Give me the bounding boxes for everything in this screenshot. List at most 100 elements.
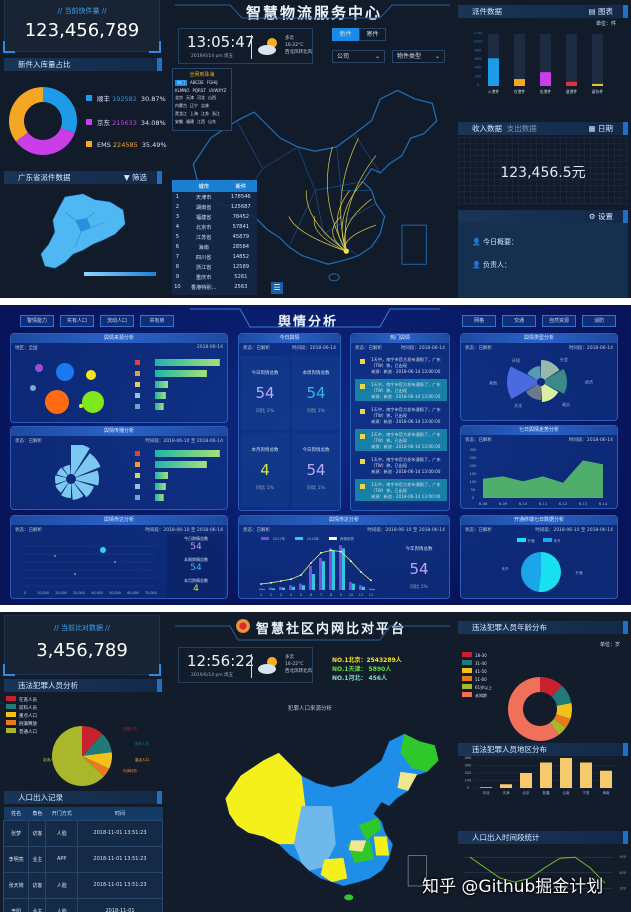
chevron-down-icon: ⌄ bbox=[374, 53, 380, 60]
weather-note: 西北风转北风 bbox=[285, 50, 312, 55]
category-icon bbox=[135, 382, 140, 387]
route-option[interactable]: 江苏 bbox=[201, 111, 209, 116]
table-row[interactable]: 张梦 访客 人脸 2018-11-01 13:51:23 bbox=[2, 819, 164, 847]
tab-expense[interactable]: 支出数据 bbox=[506, 124, 537, 133]
table-row[interactable]: 张天岗 访客 人脸 2018-11-01 13:51:23 bbox=[2, 871, 164, 899]
column-header[interactable]: 开门方式 bbox=[51, 810, 72, 817]
route-option[interactable]: 福建 bbox=[186, 119, 194, 124]
hot-item[interactable]: 1天中，南宁市官方发布通报了，广东（TW）称，已出现 来源：新浪 · 2018-0… bbox=[355, 354, 447, 376]
route-option[interactable]: 内蒙古 bbox=[175, 103, 187, 108]
col-count[interactable]: 新件 bbox=[235, 183, 247, 190]
route-option[interactable]: 天津 bbox=[186, 95, 194, 100]
table-row[interactable]: 李明亮 业主 APP 2018-11-01 13:51:23 bbox=[2, 845, 164, 873]
route-option[interactable]: 山西 bbox=[208, 95, 216, 100]
rose-petal bbox=[55, 475, 67, 484]
table-row[interactable]: 4 北京市 57841 bbox=[172, 222, 257, 232]
x-tick-label: 6-09 bbox=[499, 501, 508, 506]
column-header[interactable]: 姓名 bbox=[11, 810, 22, 817]
nav-button[interactable]: 实有人口 bbox=[60, 315, 94, 327]
route-option[interactable]: 山东 bbox=[208, 119, 216, 124]
column-header[interactable]: 角色 bbox=[32, 810, 43, 817]
bar bbox=[592, 83, 603, 86]
dispatch-unit: 单位：件 bbox=[596, 21, 617, 27]
route-option[interactable]: ABCDE bbox=[190, 80, 204, 85]
route-option[interactable]: 北京 bbox=[175, 95, 183, 100]
company-select[interactable]: 公司 ⌄ bbox=[332, 50, 385, 63]
col-city[interactable]: 城市 bbox=[198, 183, 209, 190]
column-header[interactable]: 时间 bbox=[114, 810, 125, 817]
table-row[interactable]: 3 福建省 78452 bbox=[172, 212, 257, 222]
table-row[interactable]: 8 浙江省 12589 bbox=[172, 262, 257, 272]
nav-button[interactable]: 交通 bbox=[502, 315, 536, 327]
hot-item[interactable]: 1天中，南宁市官方发布通报了，广东（TW）称，已出现 来源：新浪 · 2018-0… bbox=[355, 379, 447, 401]
map-scale-bar[interactable] bbox=[84, 272, 156, 276]
table-row[interactable]: 10 香港特别... 2563 bbox=[172, 282, 257, 292]
x-tick-label: 12 bbox=[369, 593, 373, 597]
legend-swatch bbox=[517, 538, 526, 542]
cell-method: 人脸 bbox=[45, 871, 78, 899]
nav-button[interactable]: 自然资源 bbox=[542, 315, 576, 327]
bar bbox=[302, 585, 305, 590]
settings-button[interactable]: ⚙ 设置 bbox=[588, 212, 613, 221]
x-tick-label: 11 bbox=[359, 593, 363, 597]
hot-item[interactable]: 1天中，南宁市官方发布通报了，广东（TW）称，已出现 来源：新浪 · 2018-0… bbox=[355, 479, 447, 501]
route-option[interactable]: 辽宁 bbox=[190, 103, 198, 108]
category-label: 政治 bbox=[562, 401, 570, 407]
table-row[interactable]: 6 海南 28584 bbox=[172, 242, 257, 252]
hot-text: 1天中，南宁市官方发布通报了，广东（TW）称，已出现 bbox=[371, 382, 441, 393]
spread-panel: 舆情传播分析 状态：已解析 时间段：2018-06-10 至 2018-06-14 bbox=[10, 426, 228, 510]
week-meta: 状态：已解析 bbox=[465, 438, 492, 443]
x-tick-label: 出港件 bbox=[540, 89, 552, 94]
route-option[interactable]: 江西 bbox=[197, 119, 205, 124]
nav-button[interactable]: 消防 bbox=[582, 315, 616, 327]
filter-button[interactable]: ▼ 筛选 bbox=[123, 173, 147, 182]
hot-item[interactable]: 1天中，南宁市官方发布通报了，广东（TW）称，已出现 来源：新浪 · 2018-0… bbox=[355, 454, 447, 476]
row-index: 3 bbox=[175, 214, 180, 220]
hot-item[interactable]: 1天中，南宁市官方发布通报了，广东（TW）称，已出现 来源：新浪 · 2018-0… bbox=[355, 404, 447, 426]
cell-role: 访客 bbox=[28, 819, 47, 847]
table-row[interactable]: 2 湖南省 125687 bbox=[172, 202, 257, 212]
route-option[interactable]: 安徽 bbox=[175, 119, 183, 124]
type-select[interactable]: 物件类型 ⌄ bbox=[392, 50, 445, 63]
y-tick-label: 200 bbox=[465, 771, 472, 775]
tab-new[interactable]: 新件 bbox=[332, 28, 359, 41]
today-panel: 今日舆情 状态：已解析 时间段：2018-06-14 今日舆情总数 54 同比 1% 本… bbox=[238, 333, 341, 511]
flight-route-line bbox=[341, 181, 364, 252]
route-option[interactable]: 黑龙江 bbox=[175, 111, 187, 116]
row-count: 14852 bbox=[232, 254, 250, 260]
route-option[interactable]: KLMNO bbox=[175, 88, 190, 93]
route-option[interactable]: 热门 bbox=[175, 80, 187, 86]
date-button[interactable]: ▦ 日期 bbox=[588, 124, 613, 133]
route-option[interactable]: UVWXYZ bbox=[208, 88, 227, 93]
table-row[interactable]: 9 重庆市 5261 bbox=[172, 272, 257, 282]
route-option[interactable]: 吉林 bbox=[201, 103, 209, 108]
legend-item: 在逃人员 bbox=[6, 696, 37, 703]
table-row[interactable]: 5 江苏省 45879 bbox=[172, 232, 257, 242]
types-date: 时间段：2018-06-14 bbox=[568, 346, 613, 351]
route-option[interactable]: 河北 bbox=[197, 95, 205, 100]
user-icon: 👤 bbox=[472, 238, 481, 246]
route-option[interactable]: 浙江 bbox=[212, 111, 220, 116]
hot-item[interactable]: 1天中，南宁市官方发布通报了，广东（TW）称，已出现 来源：新浪 · 2018-0… bbox=[355, 429, 447, 451]
flight-route-line bbox=[332, 216, 347, 252]
tab-income[interactable]: 收入数据 bbox=[472, 124, 502, 133]
nav-button[interactable]: 流动人口 bbox=[100, 315, 134, 327]
nav-button[interactable]: 网格 bbox=[462, 315, 496, 327]
route-option[interactable]: PQRST bbox=[192, 88, 206, 93]
table-row[interactable]: 李阳 业主 人脸 2018-11-01 bbox=[2, 897, 164, 912]
pie-slice bbox=[556, 703, 572, 719]
chart-button[interactable]: ▤ 图表 bbox=[588, 7, 613, 16]
route-option[interactable]: 上海 bbox=[190, 111, 198, 116]
tab-send[interactable]: 寄件 bbox=[359, 28, 386, 41]
y-tick-label: 200 bbox=[475, 74, 482, 78]
stat-label: 今日舆情总数 bbox=[302, 448, 330, 453]
nav-button[interactable]: 警情能力 bbox=[20, 315, 54, 327]
menu-icon[interactable]: ☰ bbox=[271, 282, 283, 294]
legend-swatch bbox=[462, 684, 472, 689]
route-option[interactable]: FGHIJ bbox=[206, 80, 218, 85]
legend-label: 2018年 bbox=[307, 536, 320, 541]
table-row[interactable]: 1 天津市 178546 bbox=[172, 192, 257, 202]
table-row[interactable]: 7 四川省 14852 bbox=[172, 252, 257, 262]
nav-button[interactable]: 实有房 bbox=[140, 315, 174, 327]
